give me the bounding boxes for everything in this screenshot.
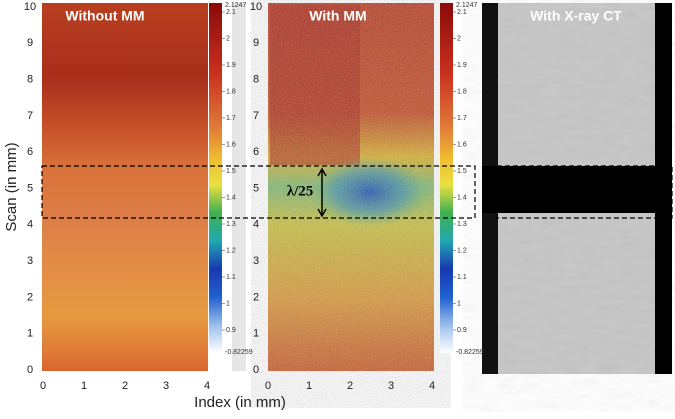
- colorbar-tick-label: 1.5: [226, 168, 236, 175]
- colorbar-tick-label: 1.3: [457, 221, 467, 228]
- colorbar: [209, 3, 222, 353]
- colorbar: [440, 3, 453, 353]
- y-tick-label: 9: [253, 37, 259, 49]
- y-tick-label: 7: [27, 110, 33, 122]
- annotation: λ/25: [287, 183, 314, 199]
- y-tick-label: 4: [27, 219, 33, 231]
- y-tick-label: 2: [253, 291, 259, 303]
- y-tick-label: 3: [27, 255, 33, 267]
- colorbar-tick-label: 1.8: [457, 88, 467, 95]
- colorbar-tick-label: 1.6: [226, 141, 236, 148]
- x-tick-label: 2: [122, 380, 128, 392]
- colorbar-min-label: -0.82259: [456, 349, 484, 356]
- colorbar-tick-label: 1.1: [457, 274, 467, 281]
- y-tick-label: 8: [27, 74, 33, 86]
- x-tick-label: 3: [388, 380, 394, 392]
- colorbar-tick-label: 1.1: [226, 274, 236, 281]
- y-tick-label: 0: [253, 364, 259, 376]
- dashed-box: [41, 165, 476, 219]
- y-tick-label: 4: [253, 219, 259, 231]
- arrow-head: [317, 167, 327, 218]
- y-tick-label: 3: [253, 255, 259, 267]
- x-tick-label: 1: [81, 380, 87, 392]
- panel-title: With MM: [309, 8, 366, 24]
- y-tick-label: 9: [27, 37, 33, 49]
- ct-gap: [482, 166, 672, 213]
- y-tick-label: 0: [27, 364, 33, 376]
- colorbar-tick-label: 1.7: [457, 115, 467, 122]
- colorbar-tick-label: 1.3: [226, 221, 236, 228]
- x-tick-label: 3: [163, 380, 169, 392]
- colorbar-tick-label: 0.9: [457, 327, 467, 334]
- colorbar-tick-label: 1.4: [226, 194, 236, 201]
- y-tick-label: 10: [250, 1, 262, 13]
- colorbar-frame: [232, 3, 246, 371]
- colorbar-tick-label: 1.8: [226, 88, 236, 95]
- colorbar-max-label: 2.1247: [456, 2, 478, 9]
- y-tick-label: 5: [253, 182, 259, 194]
- colorbar-tick-label: 2.1: [226, 9, 236, 16]
- y-tick-label: 8: [253, 74, 259, 86]
- y-tick-label: 2: [27, 291, 33, 303]
- panel-title: With X-ray CT: [530, 8, 622, 24]
- y-tick-label: 5: [27, 182, 33, 194]
- y-tick-label: 6: [27, 146, 33, 158]
- colorbar-tick-label: 1.4: [457, 194, 467, 201]
- colorbar-tick-label: 0.9: [226, 327, 236, 334]
- x-tick-label: 2: [347, 380, 353, 392]
- y-tick-label: 6: [253, 146, 259, 158]
- x-tick-label: 0: [265, 380, 271, 392]
- x-tick-label: 4: [429, 380, 435, 392]
- x-tick-label: 4: [204, 380, 210, 392]
- colorbar-tick-label: 1.9: [457, 62, 467, 69]
- colorbar-tick-label: 2.1: [457, 9, 467, 16]
- y-axis-label: Scan (in mm): [3, 142, 20, 231]
- colorbar-tick-label: 1.2: [457, 247, 467, 254]
- y-tick-label: 10: [24, 1, 36, 13]
- heatmap-without-mm: [42, 3, 208, 371]
- colorbar-tick-label: 1.5: [457, 168, 467, 175]
- y-tick-label: 1: [253, 328, 259, 340]
- dashed-box: [496, 165, 673, 219]
- colorbar-tick-label: 1.6: [457, 141, 467, 148]
- y-tick-label: 1: [27, 328, 33, 340]
- x-axis-label: Index (in mm): [194, 394, 286, 411]
- colorbar-min-label: -0.82259: [225, 349, 253, 356]
- heatmap-noise: [268, 3, 434, 371]
- colorbar-tick-label: 1: [457, 300, 461, 307]
- x-tick-label: 0: [40, 380, 46, 392]
- colorbar-max-label: 2.1247: [225, 2, 247, 9]
- colorbar-tick-label: 1.2: [226, 247, 236, 254]
- colorbar-tick-label: 1.7: [226, 115, 236, 122]
- y-tick-label: 7: [253, 110, 259, 122]
- x-tick-label: 1: [306, 380, 312, 392]
- colorbar-tick-label: 1: [226, 300, 230, 307]
- colorbar-tick-label: 1.9: [226, 62, 236, 69]
- panel-title: Without MM: [65, 8, 144, 24]
- colorbar-tick-label: 2: [457, 35, 461, 42]
- colorbar-tick-label: 2: [226, 35, 230, 42]
